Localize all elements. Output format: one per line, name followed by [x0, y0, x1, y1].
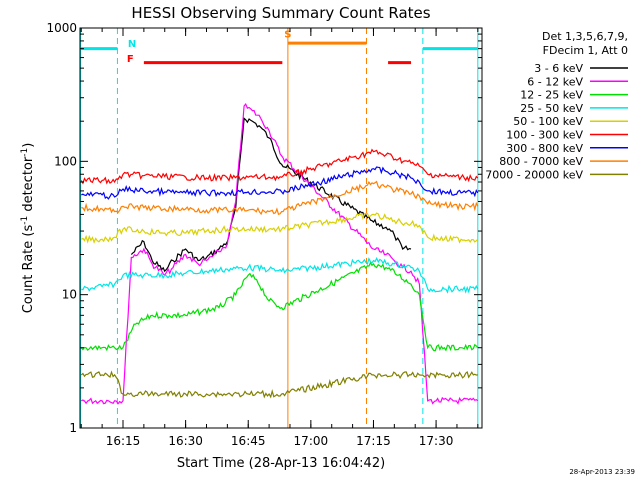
y-axis-label: Count Rate (s-1 detector-1): [20, 143, 36, 314]
legend-label: 100 - 300 keV: [506, 129, 583, 142]
legend-label: 12 - 25 keV: [520, 89, 583, 102]
series-line: [81, 256, 479, 294]
legend-label: 300 - 800 keV: [506, 142, 583, 155]
legend-header-line: FDecim 1, Att 0: [543, 44, 628, 57]
y-tick-label: 1: [69, 421, 77, 435]
y-axis-label-exponent: -1: [20, 148, 30, 157]
series-line: [81, 180, 479, 216]
x-tick-label: 17:30: [419, 434, 454, 448]
x-tick-label: 16:30: [168, 434, 203, 448]
y-tick-label: 1000: [46, 21, 77, 35]
chart-title: HESSI Observing Summary Count Rates: [131, 4, 430, 22]
x-tick-label: 17:15: [356, 434, 391, 448]
series-line: [81, 166, 479, 200]
y-tick-label: 10: [62, 288, 77, 302]
x-tick-label: 17:00: [294, 434, 329, 448]
series-line: [80, 148, 479, 185]
plot-layer: NF S: [80, 28, 479, 428]
plot-timestamp: 28-Apr-2013 23:39: [569, 468, 635, 476]
series-line: [80, 261, 479, 352]
legend-label: 25 - 50 keV: [520, 102, 583, 115]
x-tick-label: 16:15: [106, 434, 141, 448]
plot-frame: [79, 27, 483, 429]
legend-label: 50 - 100 keV: [513, 115, 583, 128]
flag-label: F: [127, 54, 134, 65]
x-axis: 16:15 16:30 16:45 17:00 17:15 17:30: [80, 28, 479, 448]
legend-label: 7000 - 20000 keV: [485, 168, 583, 181]
flag-label: S: [284, 29, 291, 40]
y-axis-label-exponent: -1: [20, 216, 30, 225]
legend-header-line: Det 1,3,5,6,7,9,: [542, 30, 628, 43]
y-axis-label-part: ): [21, 143, 36, 148]
legend-label: 800 - 7000 keV: [499, 155, 583, 168]
series-line: [81, 212, 479, 244]
y-tick-label: 100: [54, 154, 77, 168]
legend-label: 3 - 6 keV: [534, 62, 583, 75]
legend-label: 6 - 12 keV: [527, 75, 583, 88]
y-axis-label-part: detector: [21, 156, 36, 216]
series-line: [80, 370, 478, 399]
y-axis-label-part: Count Rate (s: [21, 225, 36, 314]
series-line: [81, 102, 479, 405]
flag-label: N: [128, 39, 136, 50]
series-line: [130, 117, 412, 273]
x-tick-label: 16:45: [231, 434, 266, 448]
x-axis-label: Start Time (28-Apr-13 16:04:42): [177, 456, 385, 471]
